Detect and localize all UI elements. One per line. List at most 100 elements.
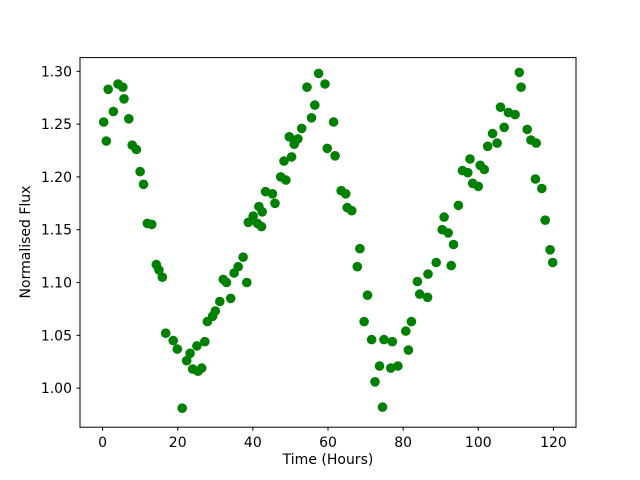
data-point [545, 245, 555, 255]
axes-layer: 0 20 40 60 80 100 120 1.00 1.05 1.10 1.15 1.20 1.25 1… [41, 57, 577, 451]
data-point [138, 179, 149, 190]
data-point [101, 136, 112, 146]
x-tick-label: 100 [465, 435, 492, 451]
data-point [401, 326, 411, 336]
data-point [492, 138, 502, 148]
data-point [453, 200, 464, 211]
x-tick-label: 20 [169, 435, 187, 451]
data-point [242, 277, 252, 288]
data-point [306, 113, 317, 123]
x-axis-label: Time (Hours) [282, 452, 374, 468]
data-point [387, 336, 398, 347]
data-point [406, 316, 417, 327]
y-axis-label: Normalised Flux [18, 186, 34, 299]
data-point [192, 341, 202, 351]
data-point [196, 363, 207, 373]
y-tick-label: 1.05 [41, 328, 72, 344]
data-point [355, 243, 365, 254]
data-point [157, 272, 168, 283]
data-point [366, 334, 377, 345]
data-point [322, 143, 333, 154]
x-tick-label: 0 [98, 435, 107, 451]
data-point [135, 166, 145, 177]
data-point [160, 328, 171, 339]
data-point [310, 100, 320, 110]
data-point [185, 348, 195, 359]
data-point [225, 293, 236, 304]
data-point [296, 123, 307, 134]
data-point [403, 345, 414, 355]
data-point [448, 239, 459, 250]
data-point [256, 221, 267, 232]
data-point [377, 402, 388, 412]
data-point [537, 183, 547, 194]
y-tick-label: 1.10 [41, 276, 72, 292]
data-point [465, 154, 475, 164]
data-point [522, 124, 532, 135]
data-point [414, 289, 425, 299]
data-point [103, 84, 113, 95]
data-point [423, 269, 433, 279]
data-point [210, 306, 221, 316]
y-tick-label: 1.25 [41, 117, 72, 133]
data-point [313, 68, 324, 79]
data-point [514, 67, 525, 78]
data-point [119, 94, 129, 104]
data-point [362, 290, 373, 301]
data-point [446, 260, 457, 271]
data-point [487, 128, 498, 139]
data-point [172, 344, 183, 354]
x-tick-label: 40 [244, 435, 262, 451]
data-point [257, 207, 268, 217]
data-point [431, 257, 442, 268]
data-point [293, 134, 303, 144]
data-point [422, 292, 433, 303]
data-point [370, 377, 380, 387]
data-point [330, 151, 340, 161]
data-point [495, 102, 506, 112]
data-point [238, 252, 248, 262]
data-point [302, 82, 312, 92]
y-tick-label: 1.20 [41, 170, 72, 186]
data-point [531, 138, 541, 148]
data-point [270, 198, 280, 209]
y-tick-label: 1.30 [41, 64, 72, 80]
data-point [463, 167, 473, 178]
data-point [181, 355, 192, 366]
data-point [320, 79, 330, 89]
data-point [412, 276, 423, 287]
data-point [215, 296, 225, 307]
data-point [286, 152, 297, 162]
data-point [284, 132, 295, 142]
data-point [379, 334, 389, 345]
x-tick-label: 80 [394, 435, 412, 451]
data-point [346, 205, 357, 216]
data-point [131, 144, 142, 155]
data-point [510, 109, 520, 120]
data-point [479, 164, 490, 175]
data-point [154, 265, 164, 275]
data-point [221, 277, 232, 288]
data-point [328, 117, 339, 127]
data-point [443, 228, 454, 238]
data-point [516, 82, 526, 92]
data-point [124, 114, 134, 124]
data-point [547, 257, 558, 268]
data-point [267, 189, 278, 199]
y-tick-label: 1.00 [41, 381, 72, 397]
data-point [340, 189, 351, 199]
data-points-layer [98, 67, 558, 414]
data-point [200, 336, 210, 347]
data-point [393, 361, 403, 371]
data-point [540, 215, 550, 225]
x-tick-label: 120 [540, 435, 567, 451]
data-point [118, 82, 128, 92]
data-point [147, 219, 157, 230]
axes-frame [79, 57, 577, 428]
data-point [352, 261, 363, 272]
data-point [439, 212, 449, 222]
data-point [499, 122, 510, 133]
data-point [482, 141, 493, 152]
